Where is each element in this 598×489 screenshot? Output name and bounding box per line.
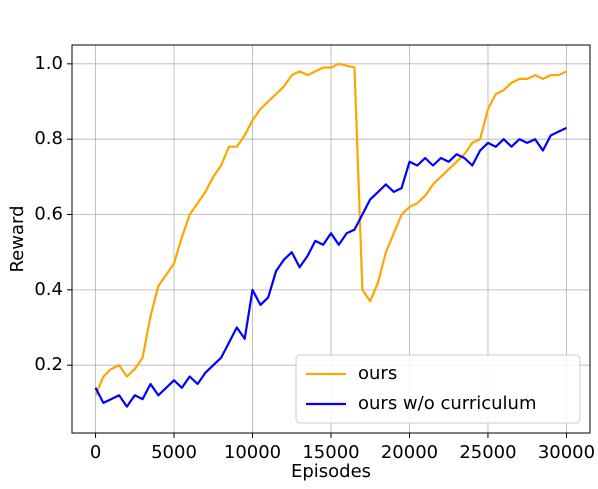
plot-frame [71, 44, 591, 434]
x-tick-label: 5000 [151, 442, 197, 463]
y-tick-label: 0.4 [34, 279, 63, 300]
legend-box [295, 354, 581, 424]
y-tick-label: 1.0 [34, 53, 63, 74]
x-tick-label: 15000 [302, 442, 359, 463]
x-tick-label: 20000 [381, 442, 438, 463]
legend-label: ours [358, 363, 397, 384]
x-tick-label: 0 [90, 442, 101, 463]
y-tick-label: 0.8 [34, 128, 63, 149]
series-line [94, 126, 567, 408]
x-tick-label: 10000 [224, 442, 281, 463]
x-axis-label: Episodes [291, 461, 371, 482]
x-tick-label: 30000 [538, 442, 595, 463]
y-tick-label: 0.2 [34, 354, 63, 375]
y-axis-label: Reward [7, 205, 28, 272]
x-tick-label: 25000 [459, 442, 516, 463]
legend-label: ours w/o curriculum [358, 393, 536, 414]
y-tick-label: 0.6 [34, 204, 63, 225]
series-line [94, 62, 567, 396]
